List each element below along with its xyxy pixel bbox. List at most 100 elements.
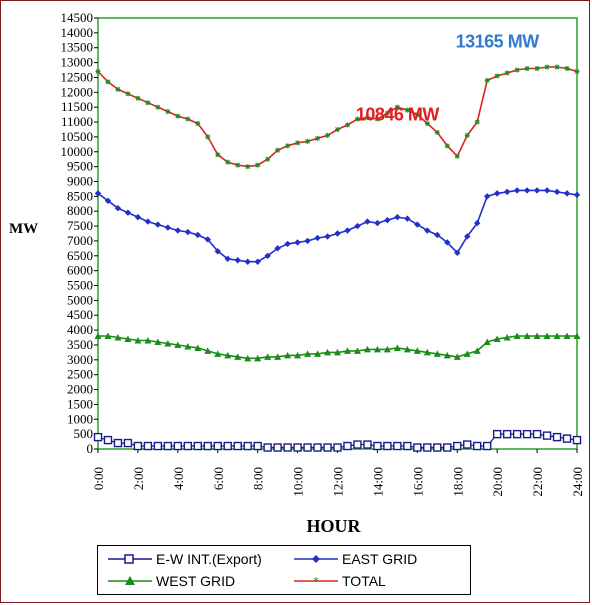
data-point (353, 440, 362, 449)
x-axis-ticks: 0:00 2:00 4:00 6:00 8:00 10:00 12:00 14:00 16:00… (91, 449, 585, 497)
data-point (383, 441, 392, 451)
data-point (573, 191, 581, 199)
x-tick-label: 2:00 (131, 467, 146, 490)
data-point (234, 353, 242, 360)
data-point (463, 350, 471, 357)
data-point (163, 441, 173, 451)
y-tick-label: 1500 (67, 396, 93, 411)
data-point (253, 441, 262, 451)
y-tick-label: 10500 (61, 129, 94, 144)
data-point (413, 443, 422, 452)
data-point (503, 188, 511, 196)
x-axis-title: HOUR (307, 516, 362, 536)
data-point (443, 351, 451, 359)
data-point (215, 152, 221, 158)
data-point (453, 353, 461, 360)
data-point (574, 69, 580, 75)
legend-swatch-total: * (294, 575, 338, 587)
y-tick-label: 2000 (67, 382, 93, 397)
data-point (174, 341, 182, 348)
data-point (155, 104, 161, 110)
data-point (343, 441, 352, 451)
data-point (105, 79, 111, 85)
data-point (522, 429, 532, 439)
y-tick-label: 2500 (67, 367, 93, 382)
data-point (274, 353, 282, 360)
y-tick-label: 3500 (67, 337, 93, 352)
data-point (283, 443, 292, 452)
data-point (255, 162, 261, 168)
data-point (493, 335, 501, 343)
legend-label-total: TOTAL (342, 573, 386, 589)
data-point (363, 345, 371, 353)
y-tick-label: 13000 (61, 55, 94, 70)
data-point (245, 164, 251, 170)
data-point (333, 443, 342, 452)
y-tick-label: 13500 (61, 40, 94, 55)
data-point (483, 193, 491, 200)
data-point (115, 86, 121, 92)
x-tick-label: 16:00 (410, 467, 425, 497)
y-tick-label: 3000 (67, 352, 93, 367)
data-point (325, 132, 331, 138)
annotation-layer: 10846 MW 13165 MW (356, 32, 540, 125)
data-point (295, 140, 301, 146)
data-point (203, 441, 212, 451)
data-point (374, 116, 380, 122)
data-point (275, 147, 281, 153)
data-point (285, 143, 291, 149)
y-tick-label: 5000 (67, 292, 93, 307)
data-point (184, 228, 192, 236)
data-point (344, 122, 350, 128)
series-east-grid (94, 187, 581, 265)
data-point (513, 332, 521, 340)
legend-label-east-grid: EAST GRID (342, 551, 418, 567)
data-point (184, 342, 192, 350)
data-point (124, 335, 132, 343)
data-point (502, 429, 512, 439)
data-point (195, 121, 201, 127)
data-point (373, 441, 382, 451)
data-point (183, 441, 193, 451)
data-point (323, 443, 332, 452)
y-tick-label: 12000 (61, 84, 94, 99)
data-point (394, 104, 400, 110)
data-point (542, 431, 552, 440)
data-point (225, 159, 231, 165)
data-point (513, 187, 521, 194)
data-point (553, 332, 561, 340)
y-tick-label: 5500 (67, 278, 93, 293)
y-tick-label: 1000 (67, 411, 93, 426)
x-tick-label: 24:00 (570, 467, 585, 497)
y-tick-label: 8500 (67, 188, 93, 203)
data-point (434, 129, 440, 135)
data-point (144, 337, 152, 344)
data-point (234, 257, 241, 264)
series-layer (93, 64, 582, 452)
data-point (374, 219, 381, 227)
data-point (414, 221, 421, 228)
data-point (254, 354, 262, 362)
y-tick-label: 8000 (67, 203, 93, 218)
data-point (493, 190, 501, 197)
data-point (313, 443, 322, 452)
y-tick-label: 6000 (67, 263, 93, 278)
data-point (552, 432, 562, 442)
data-point (213, 441, 222, 451)
data-point (444, 143, 450, 149)
data-point (364, 115, 370, 121)
data-point (383, 345, 391, 353)
y-tick-label: 0 (87, 441, 94, 456)
legend-item-ew-int: E-W INT.(Export) (108, 551, 262, 567)
data-point (104, 332, 112, 340)
data-point (233, 441, 242, 451)
legend-item-total: * TOTAL (294, 573, 386, 589)
y-tick-label: 7500 (67, 218, 93, 233)
data-point (284, 240, 291, 248)
data-point (204, 347, 212, 354)
data-point (474, 219, 481, 227)
data-point (353, 347, 361, 354)
data-point (293, 443, 302, 452)
y-tick-label: 4000 (67, 322, 93, 337)
data-point (133, 441, 143, 451)
